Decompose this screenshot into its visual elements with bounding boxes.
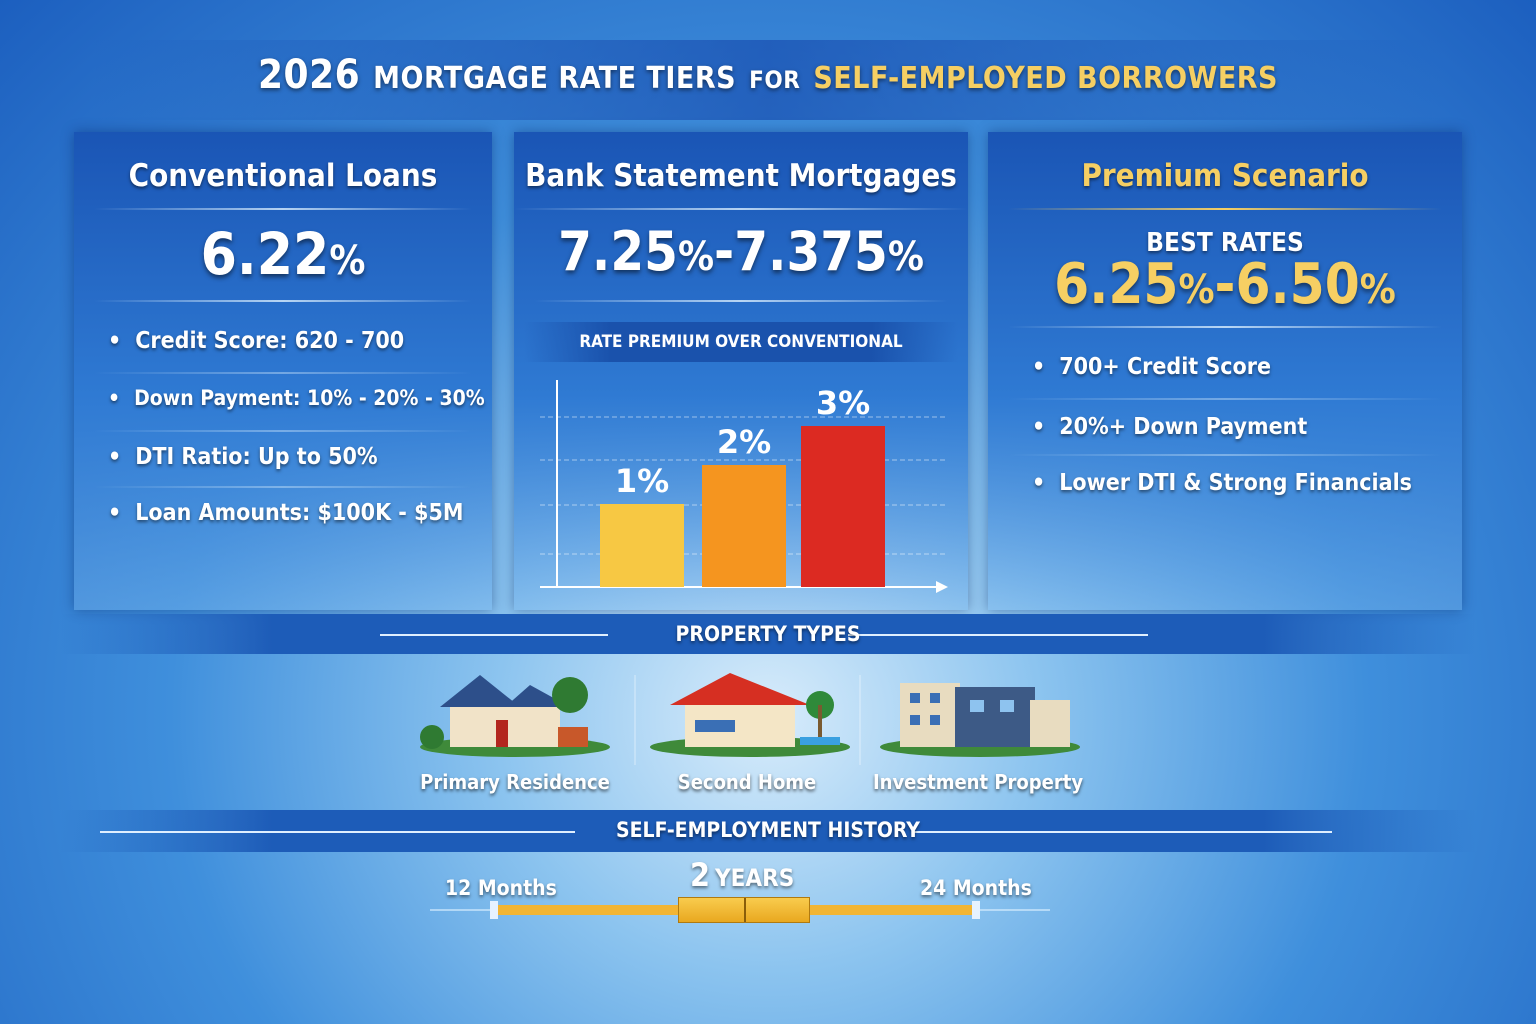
bullet-dti: DTI Ratio: Up to 50% — [108, 444, 377, 470]
panel-heading: Premium Scenario — [1081, 158, 1369, 194]
best-rates-label: BEST RATES — [1146, 228, 1304, 258]
bullet-loan-amounts: Loan Amounts: $100K - $5M — [108, 500, 463, 526]
property-second-home: Second Home — [677, 770, 817, 794]
title-part1: MORTGAGE RATE TIERS — [373, 61, 737, 96]
property-band — [60, 614, 1476, 654]
panel-heading: Conventional Loans — [128, 158, 438, 194]
property-primary-residence: Primary Residence — [420, 770, 610, 794]
bar-label: 2% — [717, 423, 771, 461]
center-label: 2 YEARS — [690, 856, 795, 894]
property-types-heading: PROPERTY TYPES — [675, 622, 861, 646]
second-home-house-icon — [650, 673, 850, 757]
investment-property-building-icon — [880, 683, 1080, 757]
page-title: 2026 MORTGAGE RATE TIERS FOR SELF-EMPLOY… — [0, 52, 1536, 98]
title-year: 2026 — [257, 52, 361, 98]
bar-label: 3% — [816, 384, 870, 422]
rate-premium-chart: 1% 2% 3% — [540, 380, 948, 593]
panel-heading: Bank Statement Mortgages — [525, 158, 957, 194]
history-heading: SELF-EMPLOYMENT HISTORY — [616, 818, 920, 842]
bullet-down: 20%+ Down Payment — [1032, 414, 1307, 440]
slider-min-tick — [490, 901, 498, 919]
bar — [801, 426, 885, 587]
chart-title: RATE PREMIUM OVER CONVENTIONAL — [524, 322, 958, 362]
x-axis-arrow — [936, 581, 948, 593]
bar — [600, 504, 684, 587]
title-banner — [90, 40, 1446, 120]
title-part3: SELF-EMPLOYED BORROWERS — [813, 61, 1278, 96]
bullet-credit: 700+ Credit Score — [1032, 354, 1271, 380]
bar — [702, 465, 786, 587]
title-part2: FOR — [749, 66, 801, 94]
primary-residence-house-icon — [420, 675, 610, 757]
bullet-credit-score: Credit Score: 620 - 700 — [108, 328, 404, 354]
slider-handle[interactable] — [678, 897, 810, 923]
min-label: 12 Months — [445, 876, 557, 900]
premium-rate: 6.25%-6.50% — [1054, 252, 1396, 317]
conventional-rate: 6.22% — [200, 220, 366, 288]
bullet-down-payment: Down Payment: 10% - 20% - 30% — [108, 386, 485, 410]
bar-label: 1% — [615, 462, 669, 500]
bank-statement-panel: Bank Statement Mortgages 7.25%-7.375% RA… — [514, 132, 968, 610]
premium-panel: Premium Scenario BEST RATES 6.25%-6.50% … — [988, 132, 1462, 610]
property-investment: Investment Property — [872, 770, 1084, 794]
property-illustrations — [420, 673, 1080, 765]
slider-max-tick — [972, 901, 980, 919]
conventional-panel: Conventional Loans 6.22% Credit Score: 6… — [74, 132, 492, 610]
max-label: 24 Months — [920, 876, 1032, 900]
bullet-dti: Lower DTI & Strong Financials — [1032, 470, 1412, 496]
bank-statement-rate: 7.25%-7.375% — [558, 220, 924, 283]
